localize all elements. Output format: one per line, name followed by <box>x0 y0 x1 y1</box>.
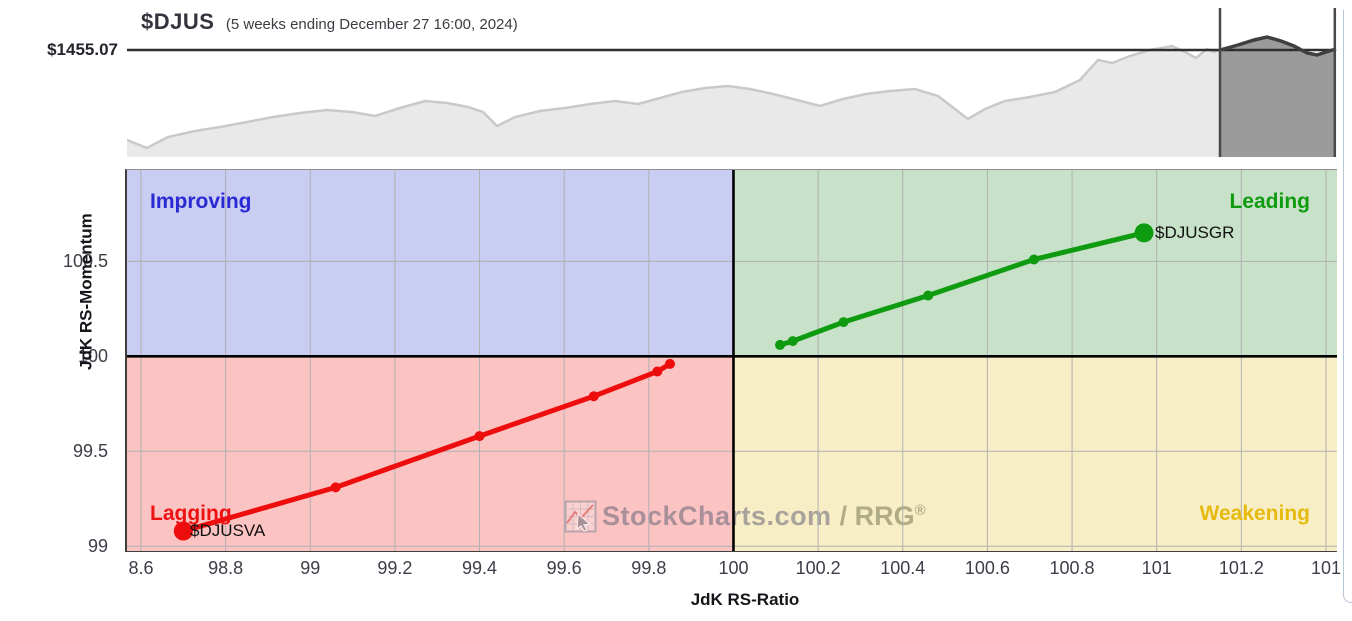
y-tick-label: 100 <box>77 346 108 367</box>
series-point-marker <box>838 317 849 328</box>
rrg-series-canvas[interactable] <box>127 170 1337 551</box>
quadrant-label-improving: Improving <box>150 190 252 213</box>
price-level-label: $1455.07 <box>47 40 118 59</box>
quadrant-label-lagging: Lagging <box>150 502 232 525</box>
x-tick-label: 99.4 <box>462 558 498 578</box>
x-tick-label: 100.8 <box>1049 558 1095 578</box>
x-tick-label: 100.6 <box>964 558 1010 578</box>
x-tick-label: 100.4 <box>880 558 926 578</box>
x-tick-label: 99.8 <box>631 558 667 578</box>
series-djusva <box>173 358 675 541</box>
series-label-djusgr[interactable]: $DJUSGR <box>1155 223 1235 242</box>
rrg-plot-area[interactable]: StockCharts.com / RRG® Improving Leading… <box>125 169 1337 552</box>
series-head-marker <box>1134 223 1154 243</box>
series-point-marker <box>474 431 485 442</box>
watermark-suffix-text: / RRG® <box>839 501 926 531</box>
x-tick-label: 8.6 <box>128 558 154 578</box>
x-tick-label: 99 <box>300 558 321 578</box>
registered-mark: ® <box>914 502 926 519</box>
series-point-marker <box>664 358 675 369</box>
price-line <box>127 44 1221 150</box>
price-area-chart[interactable] <box>127 8 1337 158</box>
highlight-price-line <box>1219 35 1337 57</box>
x-tick-label: 100.2 <box>795 558 841 578</box>
stockcharts-logo-icon <box>564 500 597 533</box>
highlight-window-fill <box>1220 37 1336 157</box>
quadrant-label-weakening: Weakening <box>1199 502 1310 525</box>
y-tick-label: 100.5 <box>62 251 108 272</box>
chart-title: $DJUS (5 weeks ending December 27 16:00,… <box>141 9 518 35</box>
chart-symbol: $DJUS <box>141 9 215 34</box>
panel-edge-divider <box>1343 10 1352 603</box>
x-axis-tick-labels: 8.6 98.8 99 99.2 99.4 99.6 99.8 100 100.2 100.4 10… <box>0 556 1352 582</box>
stockcharts-watermark: StockCharts.com / RRG® <box>564 500 926 533</box>
x-tick-label: 101.2 <box>1218 558 1264 578</box>
series-point-marker <box>588 391 599 402</box>
x-tick-label: 98.8 <box>208 558 244 578</box>
y-tick-label: 99.5 <box>72 441 108 462</box>
series-point-marker <box>923 290 934 301</box>
rrg-gridlines <box>127 170 1337 551</box>
series-point-marker <box>1028 254 1039 265</box>
series-point-marker <box>787 336 798 347</box>
x-tick-label: 100 <box>718 558 749 578</box>
series-djusgr <box>775 223 1154 350</box>
series-label-djusva[interactable]: $DJUSVA <box>190 521 266 540</box>
price-area-fill <box>127 46 1220 157</box>
x-tick-label: 99.2 <box>377 558 413 578</box>
chart-period-subtitle: (5 weeks ending December 27 16:00, 2024) <box>225 16 518 33</box>
x-tick-label: 101 <box>1141 558 1172 578</box>
series-head-marker <box>173 521 193 541</box>
quadrant-label-leading: Leading <box>1229 190 1310 213</box>
quadrant-improving <box>127 170 734 356</box>
series-point-marker <box>775 339 786 350</box>
series-point-marker <box>652 366 663 377</box>
y-axis-tick-labels: 100.5 100 99.5 99 <box>0 165 118 552</box>
y-tick-label: 99 <box>87 536 108 552</box>
x-axis-title: JdK RS-Ratio <box>690 590 800 609</box>
watermark-brand-text: StockCharts.com <box>602 501 832 531</box>
x-tick-label: 99.6 <box>546 558 582 578</box>
y-axis-title: JdK RS-Momentum <box>76 213 96 370</box>
series-point-marker <box>330 482 341 493</box>
x-tick-label: 101 <box>1310 558 1342 578</box>
quadrant-weakening <box>734 356 1337 551</box>
